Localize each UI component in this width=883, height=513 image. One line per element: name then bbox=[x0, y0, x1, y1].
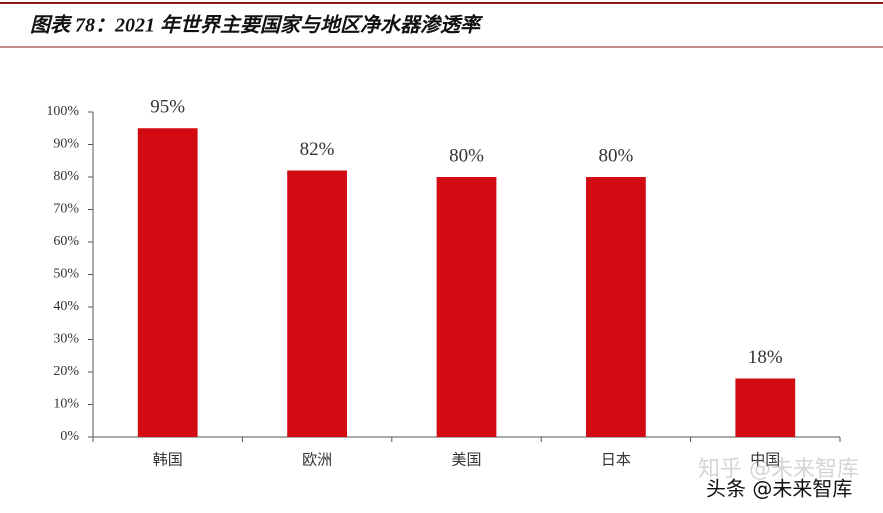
x-tick-label: 中国 bbox=[750, 451, 780, 468]
x-tick-label: 欧洲 bbox=[302, 451, 332, 468]
y-tick-label: 50% bbox=[53, 267, 79, 282]
watermark: 头条 @未来智库 bbox=[706, 477, 852, 501]
value-label: 82% bbox=[300, 139, 335, 160]
x-tick-label: 韩国 bbox=[153, 451, 183, 468]
value-label: 95% bbox=[150, 97, 185, 118]
x-tick-label: 美国 bbox=[451, 451, 481, 468]
y-tick-label: 0% bbox=[60, 429, 79, 444]
value-label: 18% bbox=[748, 347, 783, 368]
y-tick-label: 80% bbox=[53, 169, 79, 184]
chart-title: 图表 78：2021 年世界主要国家与地区净水器渗透率 bbox=[30, 14, 484, 37]
y-tick-label: 40% bbox=[53, 299, 79, 314]
y-tick-label: 60% bbox=[53, 234, 79, 249]
bar bbox=[137, 128, 198, 437]
watermark: 知乎 @未来智库 bbox=[698, 457, 859, 482]
y-tick-label: 70% bbox=[53, 202, 79, 217]
y-tick-label: 10% bbox=[53, 397, 79, 412]
bar bbox=[586, 177, 646, 437]
bar bbox=[735, 378, 796, 437]
value-label: 80% bbox=[449, 145, 484, 166]
y-tick-label: 30% bbox=[53, 332, 79, 347]
bar bbox=[436, 177, 497, 437]
x-tick-label: 日本 bbox=[601, 451, 631, 468]
y-tick-label: 100% bbox=[46, 104, 79, 119]
y-tick-label: 20% bbox=[53, 364, 79, 379]
y-tick-label: 90% bbox=[53, 137, 79, 152]
value-label: 80% bbox=[598, 145, 633, 166]
bar bbox=[287, 170, 347, 437]
